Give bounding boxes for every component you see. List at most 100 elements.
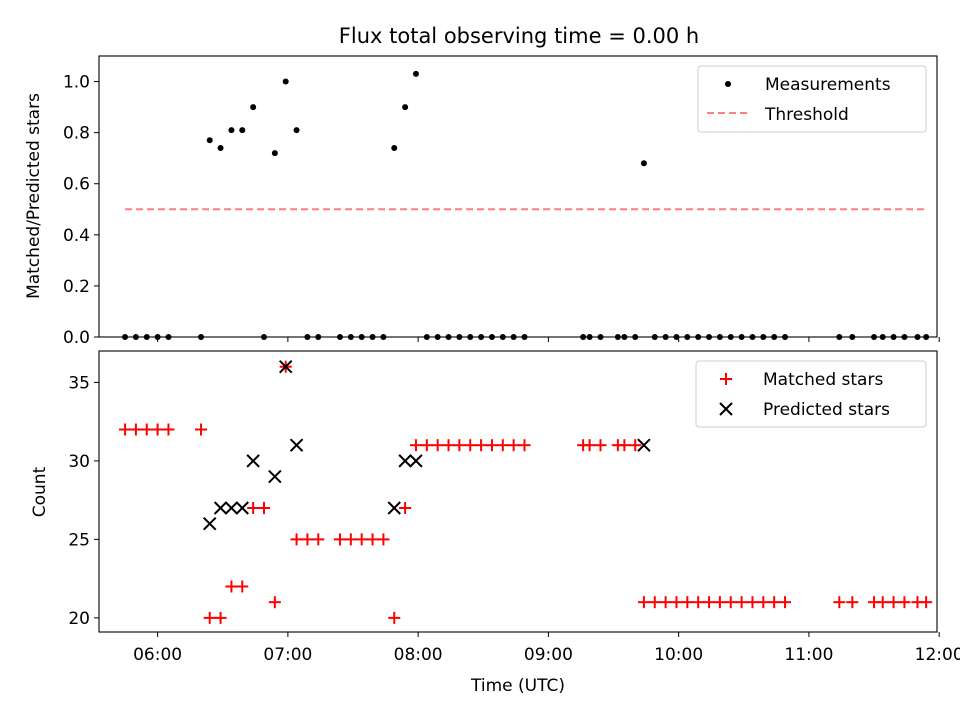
matched-stars-point-42	[648, 596, 661, 609]
matched-stars-point-53	[768, 596, 781, 609]
y-tick-label-0-0: 0.0	[63, 328, 90, 348]
predicted-stars-point-8	[387, 501, 401, 515]
x-tick-label-3: 09:00	[524, 645, 573, 665]
matched-stars-point-24	[409, 439, 422, 452]
matched-stars-point-48	[713, 596, 726, 609]
predicted-stars-point-3	[235, 501, 249, 515]
x-tick-label-6: 12:00	[915, 645, 960, 665]
x-tick-label-2: 08:00	[394, 645, 443, 665]
predicted-stars-point-1	[213, 501, 228, 515]
matched-stars-point-34	[518, 439, 531, 452]
ratio-panel: 0.0 0.2 0.4 0.6 0.8 1.0 Matched/Predicted sta…	[24, 55, 940, 348]
matched-stars-point-20	[366, 533, 379, 546]
legend-matched-label: Matched stars	[763, 370, 883, 390]
matched-stars-point-3	[151, 423, 164, 436]
y-tick-label-0-2: 0.4	[63, 226, 90, 246]
measurements-point-23	[402, 104, 409, 111]
matched-stars-point-51	[746, 596, 759, 609]
measurements-point-24	[412, 70, 419, 77]
matched-stars-point-29	[464, 439, 477, 452]
y-tick-label-0-5: 1.0	[63, 73, 90, 93]
y-tick-label-1-3: 35	[68, 373, 90, 393]
predicted-stars-point-4	[246, 454, 260, 468]
matched-stars-point-15	[301, 533, 314, 546]
matched-stars-point-31	[485, 439, 498, 452]
ratio-legend: Measurements Threshold	[697, 65, 927, 133]
x-tick-label-0: 06:00	[133, 645, 182, 665]
matched-stars-point-1	[129, 423, 142, 436]
x-tick-label-5: 11:00	[784, 645, 833, 665]
matched-stars-point-60	[898, 596, 911, 609]
matched-stars-point-25	[420, 439, 433, 452]
measurements-point-7	[217, 144, 224, 151]
matched-stars-point-8	[225, 580, 238, 593]
matched-stars-point-30	[475, 439, 488, 452]
matched-stars-point-47	[703, 596, 716, 609]
matched-stars-point-45	[681, 596, 694, 609]
x-axis-label: Time (UTC)	[470, 676, 565, 696]
predicted-stars-point-7	[289, 438, 304, 452]
predicted-stars-point-5	[268, 469, 282, 484]
matched-stars-point-40	[629, 439, 642, 452]
measurements-point-10	[250, 104, 257, 111]
matched-stars-point-16	[312, 533, 325, 546]
x-tick-label-1: 07:00	[263, 645, 312, 665]
matched-stars-point-4	[162, 423, 175, 436]
matched-stars-point-44	[670, 596, 683, 609]
measurements-point-12	[271, 150, 278, 157]
matched-stars-point-43	[659, 596, 672, 609]
legend-measurements-label: Measurements	[765, 75, 891, 95]
matched-stars-point-6	[203, 611, 216, 624]
legend-measurements-marker	[725, 81, 731, 87]
count-panel-ylabel: Count	[30, 466, 50, 517]
ratio-panel-frame	[98, 55, 938, 338]
ratio-legend-box	[697, 65, 927, 133]
y-tick-label-1-2: 30	[68, 452, 90, 472]
legend-predicted-marker	[719, 402, 733, 416]
matched-stars-point-55	[833, 596, 846, 609]
matched-stars-point-56	[846, 596, 859, 609]
matched-stars-point-2	[140, 423, 153, 436]
matched-stars-point-14	[290, 533, 303, 546]
matched-stars-point-18	[344, 533, 357, 546]
matched-stars-point-49	[724, 596, 737, 609]
matched-stars-point-39	[618, 439, 631, 452]
matched-stars-point-46	[692, 596, 705, 609]
y-tick-label-0-4: 0.8	[63, 124, 90, 144]
matched-stars-point-21	[377, 533, 390, 546]
matched-stars-point-58	[876, 596, 889, 609]
matched-stars-point-32	[496, 439, 509, 452]
matched-stars-point-28	[453, 439, 466, 452]
matched-stars-point-59	[887, 596, 900, 609]
count-legend-box	[695, 360, 927, 428]
matched-stars-point-17	[333, 533, 346, 546]
predicted-stars-point-10	[409, 454, 423, 468]
predicted-stars-point-11	[637, 438, 651, 452]
matched-stars-point-37	[594, 439, 607, 452]
measurements-point-22	[391, 144, 398, 151]
measurements-point-13	[282, 78, 289, 85]
measurements-point-6	[206, 137, 213, 144]
y-tick-label-1-1: 25	[68, 530, 90, 550]
matched-stars-point-5	[195, 423, 208, 436]
x-tick-label-4: 10:00	[654, 645, 703, 665]
matched-stars-point-11	[257, 501, 270, 514]
measurements-point-14	[293, 127, 300, 134]
matched-stars-point-36	[583, 439, 596, 452]
legend-predicted-label: Predicted stars	[763, 400, 890, 420]
y-tick-label-0-3: 0.6	[63, 175, 90, 195]
matched-stars-point-10	[247, 501, 260, 514]
count-panel-frame	[98, 350, 938, 633]
predicted-stars-point-0	[203, 516, 217, 531]
measurements-point-8	[228, 127, 235, 134]
measurements-point-9	[239, 127, 246, 134]
matched-stars-point-62	[920, 596, 933, 609]
matched-stars-point-54	[779, 596, 792, 609]
matched-stars-point-50	[735, 596, 748, 609]
predicted-stars-point-6	[278, 359, 293, 374]
matched-stars-point-41	[637, 596, 650, 609]
measurements-point-41	[640, 160, 647, 167]
matched-stars-point-22	[388, 611, 401, 624]
matched-stars-point-7	[214, 611, 227, 624]
count-legend: Matched stars Predicted stars	[695, 360, 927, 428]
